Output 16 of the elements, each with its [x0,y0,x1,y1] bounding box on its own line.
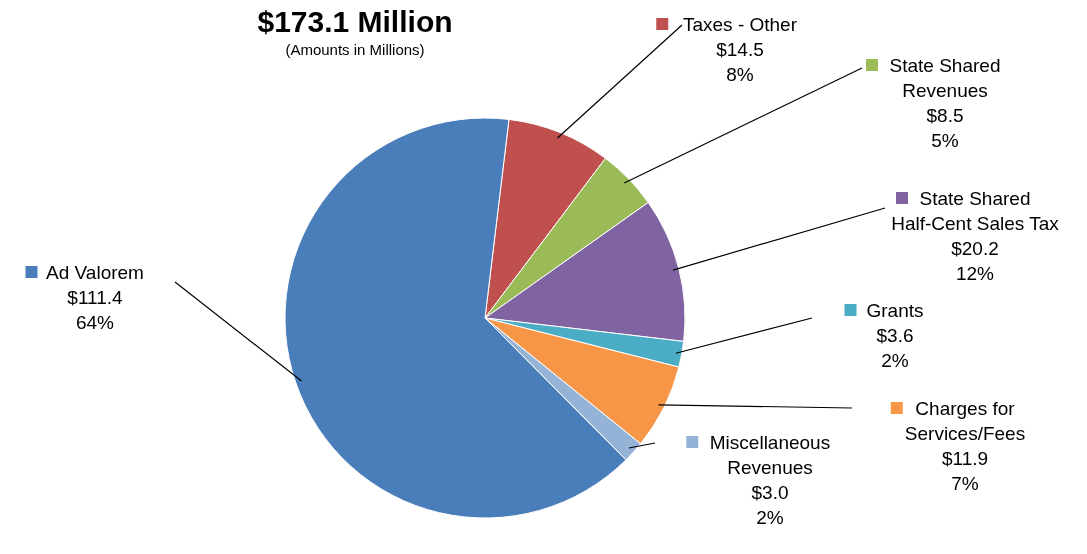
legend-label: State Shared Half-Cent Sales Tax [891,188,1060,234]
data-label: $3.0 2% [751,482,789,528]
legend-label: Ad Valorem [46,262,144,283]
legend-label: Charges for Services/Fees [904,398,1026,444]
legend-label: Grants [866,300,924,321]
data-label: $3.6 2% [876,325,914,371]
text: (Amounts in Millions) [285,41,425,58]
chart-title: $173.1 Million [257,5,453,38]
legend-label: Taxes - Other [682,14,798,35]
data-label: $14.5 8% [716,39,764,85]
data-label: $20.2 12% [951,238,999,284]
data-label: $8.5 5% [926,105,964,151]
legend-label: State Shared Revenues [889,55,1001,101]
data-label: $11.9 7% [941,448,989,494]
legend-label: Miscellaneous Revenues [709,432,831,478]
data-label: $111.4 64% [67,287,124,333]
